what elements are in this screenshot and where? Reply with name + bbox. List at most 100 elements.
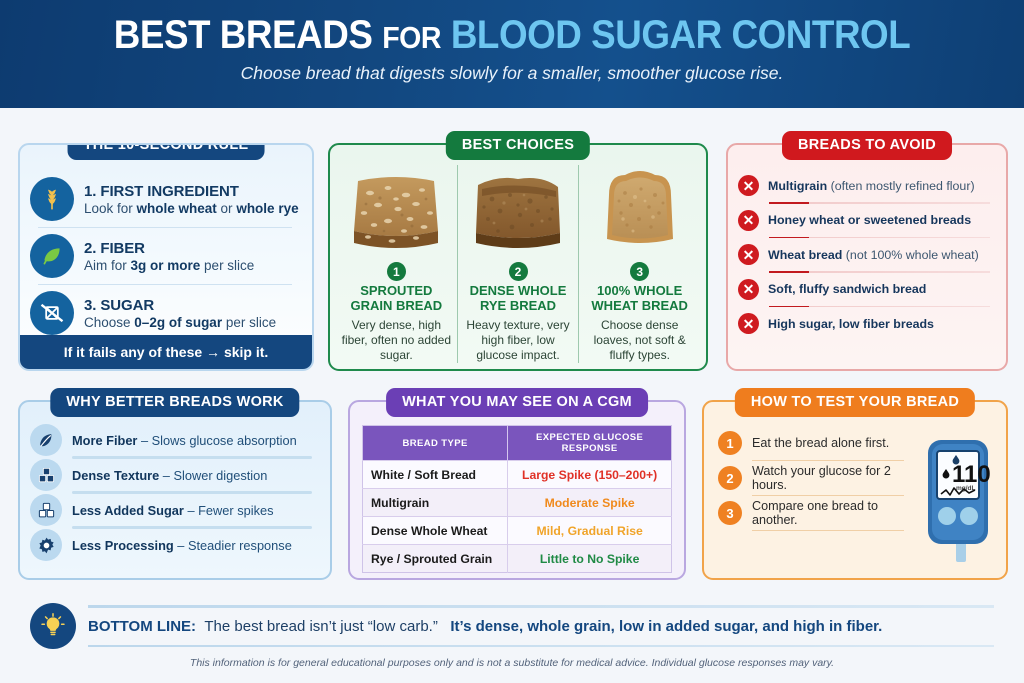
bread-description: Very dense, high fiber, often no added s… [341,317,452,362]
title-part2: BLOOD SUGAR CONTROL [450,13,911,57]
rule-item-sub: Choose 0–2g of sugar per slice [84,314,277,330]
divider [752,495,904,496]
whole-wheat-slice-icon [584,165,695,257]
bread-badge-number: 1 [386,262,406,281]
wheat-icon [30,177,74,221]
avoid-list: ✕ Multigrain (often mostly refined flour… [728,145,1006,340]
glucose-meter-icon: 110 mg/dL [922,438,994,571]
divider [752,530,904,531]
breads-to-avoid-panel: BREADS TO AVOID ✕ Multigrain (often most… [726,131,1008,371]
why-item-label: Less Processing – Steadier response [72,537,292,553]
why-item-label: Dense Texture – Slower digestion [72,467,268,483]
rule-item: 2. FIBER Aim for 3g or more per slice [30,228,300,284]
bottom-line-text-wrap: BOTTOM LINE: The best bread isn’t just “… [88,603,994,649]
divider [38,284,292,285]
feather-leaf-icon [30,424,62,456]
avoid-item-label: Wheat bread (not 100% whole wheat) [768,247,979,262]
title-part1: BEST BREADS [113,13,373,57]
divider [769,202,990,204]
ten-second-rule-panel: THE 10-SECOND RULE 1. FIRST INGREDIENT L… [18,143,314,371]
rule-item-sub: Look for whole wheat or whole rye [84,200,299,216]
avoid-item: ✕ High sugar, low fiber breads [738,307,994,340]
step-text: Watch your glucose for 2 hours. [752,464,891,492]
divider [752,460,904,461]
cell-glucose-response: Mild, Gradual Rise [507,516,672,545]
why-list: More Fiber – Slows glucose absorption De… [20,402,330,561]
rule-panel-footer: If it fails any of these → skip it. [20,335,312,369]
cgm-table: BREAD TYPE EXPECTED GLUCOSE RESPONSE Whi… [362,425,672,573]
rule-item-title: 2. FIBER [84,239,145,257]
disclaimer-text: This information is for general educatio… [189,657,835,669]
bread-choice-2: 2 DENSE WHOLE RYE BREAD Heavy texture, ve… [456,165,579,363]
bread-description: Choose dense loaves, not soft & fluffy t… [593,317,686,362]
step-number-badge: 1 [718,431,742,455]
step-number-badge: 2 [718,466,742,490]
cell-bread-type: Dense Whole Wheat [362,516,508,545]
step-text: Compare one bread to another. [752,499,879,527]
rule-item: 1. FIRST INGREDIENT Look for whole wheat… [30,171,300,227]
avoid-item-label: Multigrain (often mostly refined flour) [768,178,975,193]
why-item: Dense Texture – Slower digestion [30,459,318,491]
title-for: FOR [382,20,442,55]
divider [72,526,312,529]
why-item-label: Less Added Sugar – Fewer spikes [72,502,274,518]
rule-item-title: 1. FIRST INGREDIENT [84,182,239,200]
cell-bread-type: Rye / Sprouted Grain [362,544,508,573]
divider [88,605,994,608]
best-choices-panel: BEST CHOICES [328,131,708,371]
meter-reading: 110 [952,461,991,488]
table-row: Multigrain Moderate Spike [362,488,672,517]
rule-item-title: 3. SUGAR [84,296,155,314]
x-close-icon: ✕ [738,209,759,231]
why-item-label: More Fiber – Slows glucose absorption [72,432,297,448]
best-panel-tab: BEST CHOICES [445,131,591,160]
test-step: 3 Compare one bread to another. [718,496,916,530]
bread-choice-1: 1 SPROUTED GRAIN BREAD Very dense, high f… [336,165,457,363]
bottom-line-bar: BOTTOM LINE: The best bread isn’t just “… [30,602,994,650]
bread-name: SPROUTED GRAIN BREAD [350,283,443,313]
bottom-line-label: BOTTOM LINE: [88,617,197,635]
avoid-item: ✕ Multigrain (often mostly refined flour… [738,169,994,202]
table-row: White / Soft Bread Large Spike (150–200+… [362,460,672,489]
divider [88,644,994,647]
avoid-panel-tab: BREADS TO AVOID [782,131,952,160]
avoid-item-label: High sugar, low fiber breads [768,316,934,331]
avoid-item: ✕ Soft, fluffy sandwich bread [738,273,994,306]
leaf-icon [30,234,74,278]
no-sugar-icon [30,291,74,335]
rule-item-sub: Aim for 3g or more per slice [84,257,255,273]
table-row: Rye / Sprouted Grain Little to No Spike [362,544,672,573]
divider [769,236,990,239]
divider [769,305,990,308]
cell-glucose-response: Large Spike (150–200+) [507,460,672,489]
page-subtitle: Choose bread that digests slowly for a s… [240,63,784,83]
cgm-panel: WHAT YOU MAY SEE ON A CGM BREAD TYPE EXP… [348,388,686,580]
step-number-badge: 3 [718,501,742,525]
cell-glucose-response: Little to No Spike [507,544,672,573]
table-row: Dense Whole Wheat Mild, Gradual Rise [362,516,672,545]
sugar-cubes-light-icon [30,494,62,526]
how-to-test-panel: HOW TO TEST YOUR BREAD 1 Eat the bread a… [702,388,1008,580]
rule-list: 1. FIRST INGREDIENT Look for whole wheat… [20,145,312,341]
bread-badge-number: 2 [508,262,528,281]
bottom-line-normal: The best bread isn’t just “low carb.” [204,617,438,635]
why-item: More Fiber – Slows glucose absorption [30,424,318,456]
page-title: BEST BREADS FOR BLOOD SUGAR CONTROL [41,14,983,56]
x-close-icon: ✕ [738,278,759,300]
divider [38,227,292,228]
why-panel-tab: WHY BETTER BREADS WORK [50,388,300,417]
table-header-row: BREAD TYPE EXPECTED GLUCOSE RESPONSE [362,425,672,461]
bread-name: 100% WHOLE WHEAT BREAD [591,283,688,313]
why-item: Less Added Sugar – Fewer spikes [30,494,318,526]
rule-item: 3. SUGAR Choose 0–2g of sugar per slice [30,285,300,341]
bread-columns: 1 SPROUTED GRAIN BREAD Very dense, high f… [330,145,706,369]
bottom-line-strong: It’s dense, whole grain, low in added su… [450,617,883,635]
test-step: 2 Watch your glucose for 2 hours. [718,461,916,495]
why-better-breads-panel: WHY BETTER BREADS WORK More Fiber – Slow… [18,388,332,580]
test-step: 1 Eat the bread alone first. [718,426,916,460]
column-header-bread-type: BREAD TYPE [362,425,508,461]
cell-glucose-response: Moderate Spike [507,488,672,517]
cell-bread-type: Multigrain [362,488,508,517]
dense-rye-slice-icon [463,165,574,257]
bread-choice-3: 3 100% WHOLE WHEAT BREAD Choose dense loa… [578,165,700,363]
